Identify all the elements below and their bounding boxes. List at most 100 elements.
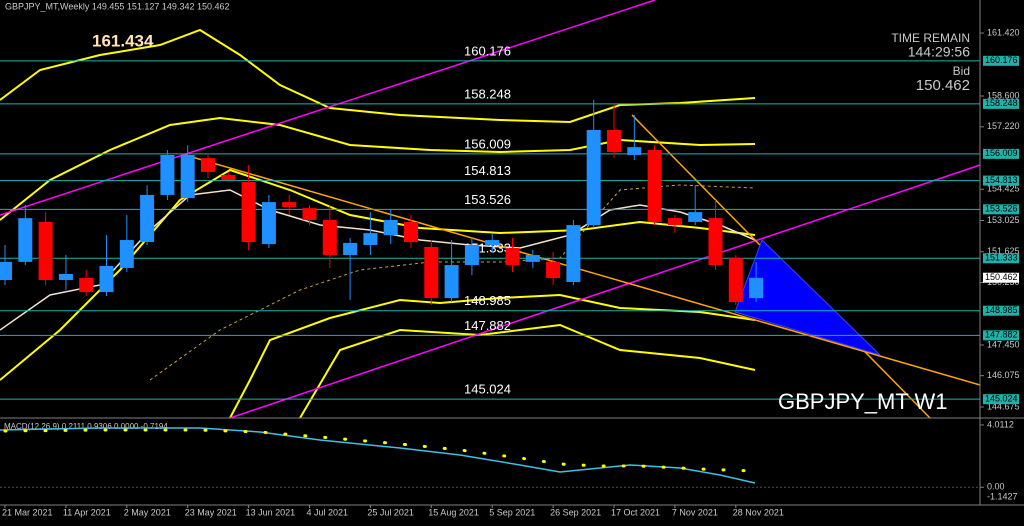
candle-body — [688, 212, 703, 222]
candle-body — [261, 202, 276, 245]
level-tag-label: 151.333 — [985, 253, 1018, 263]
candle-body — [79, 277, 94, 293]
candle-body — [201, 158, 215, 172]
level-tag-label: 154.813 — [985, 175, 1018, 185]
candle-body — [627, 147, 642, 155]
level-tag-label: 148.985 — [985, 305, 1018, 315]
candle-body — [647, 150, 662, 222]
candle-body — [505, 248, 520, 266]
y-tick-label: 154.425 — [987, 184, 1020, 194]
candle-body — [322, 219, 337, 255]
triangle — [734, 239, 881, 356]
bid-tag — [983, 272, 1019, 283]
macd-y-tick-label: 4.0112 — [987, 419, 1014, 429]
trend-channel-lower — [229, 164, 981, 419]
candle-body — [525, 254, 540, 262]
candle-body — [586, 129, 601, 226]
level-label: 148.985 — [464, 293, 511, 308]
candle-body — [282, 202, 297, 207]
level-tag-label: 158.248 — [985, 98, 1018, 108]
y-tick-label: 158.600 — [987, 90, 1020, 100]
candle-body — [140, 194, 155, 243]
level-tag-label: 160.176 — [985, 55, 1018, 65]
level-tag-label: 147.882 — [985, 330, 1018, 340]
candle-body — [241, 181, 256, 243]
candle-body — [99, 265, 114, 293]
level-label: 153.526 — [464, 192, 511, 207]
candle-body — [160, 154, 175, 195]
x-tick-label: 23 May 2021 — [185, 507, 237, 517]
level-tag-label: 153.526 — [985, 204, 1018, 214]
level-tag — [983, 55, 1019, 66]
candle-body — [302, 208, 317, 220]
y-tick-label: 161.420 — [987, 27, 1020, 37]
x-tick-label: 25 Jul 2021 — [367, 507, 414, 517]
candle-body — [546, 261, 561, 278]
band-upper — [0, 28, 756, 124]
candle-body — [404, 221, 418, 243]
band-lower — [229, 293, 756, 419]
candle-body — [119, 240, 134, 268]
macd-label: MACD(12,26,9) 0.2111 0.9306 0.0000 -0.71… — [4, 422, 168, 431]
candle-body — [221, 175, 236, 180]
bid-label: Bid — [953, 64, 970, 78]
macd-line — [0, 427, 756, 484]
candle-body — [424, 246, 439, 299]
candle-body — [667, 218, 682, 226]
trend-channel-upper — [0, 0, 656, 216]
x-tick-label: 15 Aug 2021 — [428, 507, 479, 517]
x-tick-label: 4 Jul 2021 — [307, 507, 349, 517]
y-tick-label: 146.075 — [987, 370, 1020, 380]
y-tick-label: 144.675 — [987, 401, 1020, 411]
candle-body — [18, 218, 33, 262]
level-label: 154.813 — [464, 163, 511, 178]
level-tag — [983, 204, 1019, 215]
y-tick-label: 153.025 — [987, 215, 1020, 225]
x-tick-label: 11 Apr 2021 — [63, 507, 111, 517]
candle-body — [728, 258, 743, 303]
y-tick-label: 157.220 — [987, 121, 1020, 131]
level-tag-label: 156.009 — [985, 148, 1018, 158]
level-tag — [983, 175, 1019, 186]
candle-body — [383, 219, 398, 236]
level-tag-label: 145.024 — [985, 394, 1018, 404]
high-label: 161.434 — [92, 31, 154, 50]
x-tick-label: 2 May 2021 — [124, 507, 171, 517]
candles — [0, 100, 764, 306]
candle-body — [708, 218, 723, 266]
candle-body — [607, 129, 621, 153]
time-remain: 144:29:56 — [908, 44, 970, 60]
y-tick-label: 147.450 — [987, 339, 1020, 349]
level-tag — [983, 98, 1019, 109]
candle-body — [343, 242, 358, 255]
chart-title: GBPJPY_MT,Weekly 149.455 151.127 149.342… — [5, 1, 230, 11]
level-label: 147.882 — [464, 318, 511, 333]
time-remain-label: TIME REMAIN — [891, 31, 970, 45]
macd-y-tick-label: -1.1427 — [987, 491, 1018, 501]
candle-body — [180, 154, 195, 199]
level-tag — [983, 330, 1019, 341]
candle-body — [749, 277, 764, 299]
x-tick-label: 7 Nov 2021 — [672, 507, 718, 517]
candle-body — [464, 244, 479, 266]
x-tick-label: 5 Sep 2021 — [489, 507, 535, 517]
candle-body — [444, 265, 459, 299]
level-label: 158.248 — [464, 86, 511, 101]
macd-lines — [0, 427, 757, 484]
watermark: GBPJPY_MT W1 — [778, 389, 948, 414]
x-tick-label: 28 Nov 2021 — [733, 507, 784, 517]
macd-y-tick-label: 0.00 — [987, 482, 1005, 492]
level-label: 145.024 — [464, 382, 511, 397]
level-tag — [983, 253, 1019, 264]
candle-body — [566, 225, 581, 283]
y-tick-label: 151.625 — [987, 246, 1020, 256]
indicators — [0, 0, 981, 419]
level-tag — [983, 394, 1019, 405]
x-tick-label: 17 Oct 2021 — [611, 507, 660, 517]
band-lowest — [299, 323, 756, 419]
level-label: 160.176 — [464, 43, 511, 58]
trendline-down — [184, 154, 981, 386]
bid-value: 150.462 — [916, 77, 970, 94]
